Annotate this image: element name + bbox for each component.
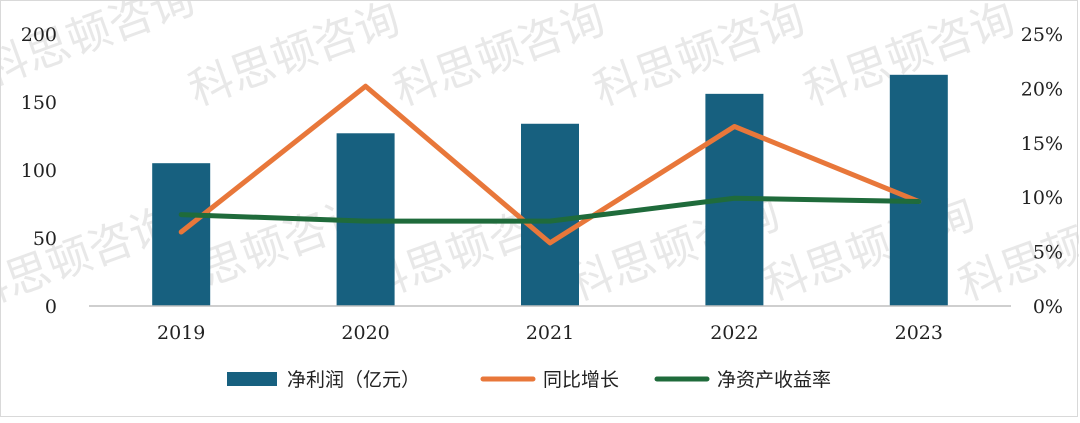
line-series	[178, 83, 922, 246]
right-tick-label: 5%	[1033, 242, 1063, 264]
right-axis-ticks: 0% 5% 10% 15% 20% 25%	[1021, 24, 1063, 318]
bar-series	[152, 74, 948, 306]
x-axis-ticks: 2019 2020 2021 2022 2023	[157, 322, 943, 344]
roe-line	[178, 195, 922, 224]
left-axis-ticks: 0 50 100 150 200	[21, 24, 57, 318]
legend-label-growth: 同比增长	[543, 369, 619, 391]
legend: 净利润（亿元） 同比增长 净资产收益率	[227, 369, 831, 391]
bar-2021	[521, 123, 579, 306]
x-tick-label: 2023	[895, 322, 943, 344]
left-tick-label: 50	[33, 228, 57, 250]
x-tick-label: 2020	[341, 322, 389, 344]
right-tick-label: 25%	[1021, 24, 1063, 46]
x-tick-label: 2021	[526, 322, 574, 344]
watermark-text: 科思顿咨询	[587, 1, 811, 116]
bar-2019	[152, 163, 211, 306]
legend-swatch-bar	[227, 372, 277, 386]
right-tick-label: 10%	[1021, 187, 1063, 209]
watermark-text: 科思顿咨询	[1, 1, 201, 96]
right-tick-label: 0%	[1033, 296, 1063, 318]
right-tick-label: 20%	[1021, 78, 1063, 100]
watermark-text: 科思顿咨询	[387, 1, 611, 116]
legend-label-roe: 净资产收益率	[717, 369, 831, 391]
left-tick-label: 150	[21, 92, 57, 114]
right-tick-label: 15%	[1021, 133, 1063, 155]
watermark-text: 科思顿咨询	[757, 188, 981, 311]
x-tick-label: 2022	[710, 322, 758, 344]
left-tick-label: 200	[21, 24, 57, 46]
x-tick-label: 2019	[157, 322, 205, 344]
left-tick-label: 0	[45, 296, 57, 318]
bar-2023	[889, 74, 948, 306]
growth-line	[178, 83, 922, 246]
watermark-text: 科思顿咨询	[182, 1, 406, 116]
legend-label-net-profit: 净利润（亿元）	[287, 369, 420, 391]
left-tick-label: 100	[21, 160, 57, 182]
